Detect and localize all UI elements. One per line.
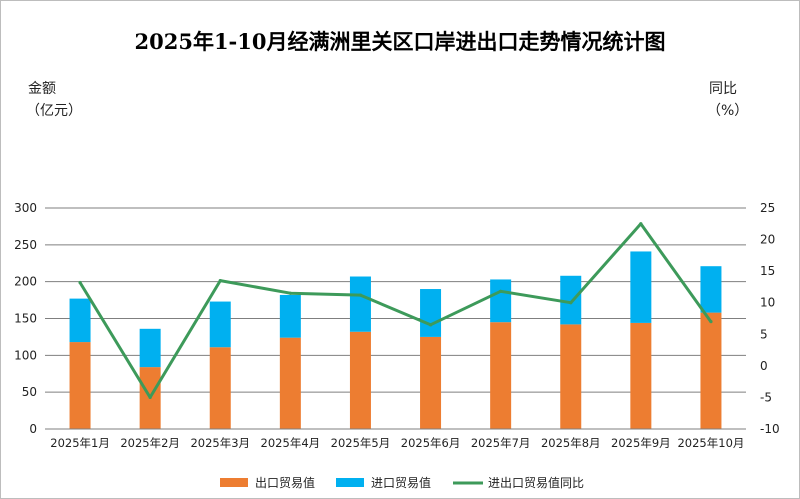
y-right-axis: -10 -5 0 5 10 15 20 25 [760, 201, 780, 436]
yoy-line [78, 222, 713, 399]
import-bar [139, 328, 161, 368]
y-left-tick-label: 150 [14, 312, 37, 326]
yoy-point [499, 289, 503, 293]
yoy-point [288, 291, 292, 295]
y-right-tick-label: 20 [760, 233, 775, 247]
y-left-tick-label: 200 [14, 275, 37, 289]
legend-label: 进出口贸易值同比 [488, 475, 584, 490]
export-bar [349, 331, 371, 429]
y-right-tick-label: -10 [760, 422, 780, 436]
y-right-tick-label: 25 [760, 201, 775, 215]
y-left-tick-label: 250 [14, 238, 37, 252]
yoy-line-series [78, 222, 713, 400]
import-bar [420, 289, 442, 337]
yoy-point [148, 395, 152, 400]
x-tick-label: 2025年1月 [50, 436, 110, 450]
x-tick-label: 2025年9月 [611, 436, 671, 450]
x-tick-label: 2025年3月 [190, 436, 250, 450]
import-bar [490, 279, 512, 323]
legend-label: 出口贸易值 [255, 475, 315, 490]
export-bar [630, 322, 652, 429]
y-left-tick-label: 0 [29, 422, 37, 436]
export-bar [490, 322, 512, 429]
y-right-tick-label: -5 [760, 390, 772, 404]
x-tick-label: 2025年10月 [677, 436, 744, 450]
import-bar [209, 301, 231, 348]
export-bar [209, 347, 231, 429]
legend-swatch [336, 478, 364, 487]
x-tick-label: 2025年8月 [541, 436, 601, 450]
yoy-point [218, 279, 222, 283]
y-left-tick-label: 100 [14, 348, 37, 362]
y-right-tick-label: 5 [760, 327, 768, 341]
legend: 出口贸易值 进口贸易值 进出口贸易值同比 [220, 475, 584, 490]
y-right-label-line2: （%） [707, 103, 748, 119]
yoy-point [78, 280, 82, 285]
import-bar [560, 275, 582, 325]
y-left-tick-label: 300 [14, 201, 37, 215]
y-right-tick-label: 15 [760, 264, 775, 278]
export-bar [279, 337, 301, 429]
y-right-tick-label: 10 [760, 296, 775, 310]
x-tick-label: 2025年4月 [261, 436, 321, 450]
y-left-axis: 0 50 100 150 200 250 300 [14, 201, 37, 436]
yoy-point [709, 320, 713, 324]
export-bar [700, 312, 722, 429]
y-left-label-line1: 金额 [28, 81, 56, 97]
import-bar [349, 276, 371, 332]
chart-title: 2025年1-10月经满洲里关区口岸进出口走势情况统计图 [135, 29, 666, 54]
legend-label: 进口贸易值 [371, 475, 431, 490]
yoy-point [569, 301, 573, 305]
y-right-label-line1: 同比 [709, 81, 737, 97]
bars [69, 251, 722, 429]
yoy-point [428, 323, 433, 327]
export-bar [420, 336, 442, 429]
import-bar [69, 298, 91, 343]
x-tick-label: 2025年2月 [120, 436, 180, 450]
x-tick-label: 2025年6月 [401, 436, 461, 450]
import-bar [279, 294, 301, 338]
yoy-point [639, 222, 643, 226]
export-bar [560, 324, 582, 429]
x-tick-label: 2025年5月 [331, 436, 391, 450]
x-axis: 2025年1月 2025年2月 2025年3月 2025年4月 2025年5月 2025年… [45, 428, 746, 450]
y-left-label-line2: （亿元） [26, 103, 82, 119]
gridlines [45, 207, 746, 430]
y-left-tick-label: 50 [22, 385, 37, 399]
y-right-tick-label: 0 [760, 359, 768, 373]
yoy-point [358, 293, 363, 297]
import-bar [630, 251, 652, 323]
import-bar [700, 266, 722, 313]
legend-swatch [220, 478, 248, 487]
export-bar [69, 342, 91, 429]
x-tick-label: 2025年7月 [471, 436, 531, 450]
